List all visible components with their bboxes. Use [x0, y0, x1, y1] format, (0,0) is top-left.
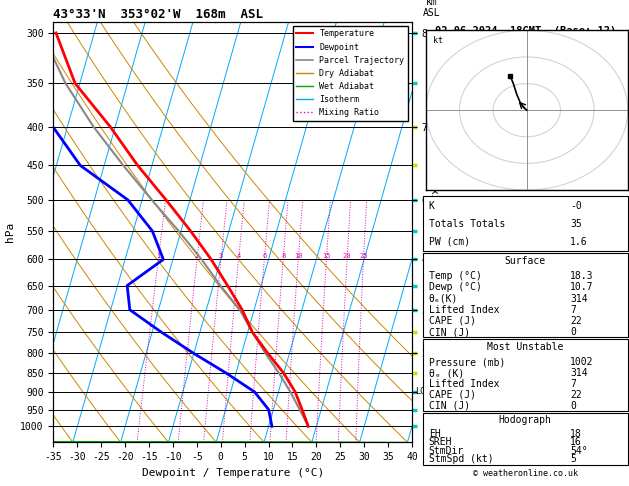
Text: 0: 0 — [571, 400, 576, 411]
Text: 8: 8 — [281, 253, 286, 260]
Y-axis label: Mixing Ratio (g/kg): Mixing Ratio (g/kg) — [429, 176, 438, 288]
Text: CIN (J): CIN (J) — [429, 400, 470, 411]
Text: CAPE (J): CAPE (J) — [429, 390, 476, 400]
Text: 10.7: 10.7 — [571, 282, 594, 293]
Text: 2: 2 — [195, 253, 199, 260]
Text: 1.6: 1.6 — [571, 237, 588, 247]
Bar — [423, 339, 628, 411]
Y-axis label: hPa: hPa — [4, 222, 14, 242]
Text: PW (cm): PW (cm) — [429, 237, 470, 247]
Text: 10: 10 — [294, 253, 303, 260]
Bar — [423, 253, 628, 337]
Text: 18: 18 — [571, 429, 582, 439]
Text: 4: 4 — [237, 253, 241, 260]
Text: K: K — [429, 201, 435, 210]
Text: CAPE (J): CAPE (J) — [429, 316, 476, 326]
Text: Totals Totals: Totals Totals — [429, 219, 505, 228]
Text: Lifted Index: Lifted Index — [429, 379, 499, 389]
Text: 20: 20 — [343, 253, 352, 260]
Text: Surface: Surface — [504, 256, 546, 266]
Text: 02.06.2024  18GMT  (Base: 12): 02.06.2024 18GMT (Base: 12) — [435, 26, 616, 36]
Text: Pressure (mb): Pressure (mb) — [429, 357, 505, 367]
Text: StmSpd (kt): StmSpd (kt) — [429, 454, 494, 464]
Text: 6: 6 — [262, 253, 267, 260]
Text: Lifted Index: Lifted Index — [429, 305, 499, 315]
Text: 54°: 54° — [571, 446, 588, 456]
X-axis label: Dewpoint / Temperature (°C): Dewpoint / Temperature (°C) — [142, 468, 324, 478]
Text: Hodograph: Hodograph — [499, 416, 552, 425]
Text: 25: 25 — [359, 253, 368, 260]
Text: 3: 3 — [219, 253, 223, 260]
Text: 18.3: 18.3 — [571, 271, 594, 281]
Text: StmDir: StmDir — [429, 446, 464, 456]
Legend: Temperature, Dewpoint, Parcel Trajectory, Dry Adiabat, Wet Adiabat, Isotherm, Mi: Temperature, Dewpoint, Parcel Trajectory… — [293, 26, 408, 121]
Text: 35: 35 — [571, 219, 582, 228]
Text: LCL: LCL — [416, 387, 431, 397]
Text: 22: 22 — [571, 316, 582, 326]
Text: 314: 314 — [571, 368, 588, 378]
Text: © weatheronline.co.uk: © weatheronline.co.uk — [473, 469, 577, 478]
Bar — [423, 413, 628, 466]
Text: 15: 15 — [322, 253, 331, 260]
Bar — [423, 196, 628, 251]
Text: -0: -0 — [571, 201, 582, 210]
Text: θₑ (K): θₑ (K) — [429, 368, 464, 378]
Text: 0: 0 — [571, 327, 576, 337]
Text: Temp (°C): Temp (°C) — [429, 271, 482, 281]
Text: 7: 7 — [571, 379, 576, 389]
Text: 314: 314 — [571, 294, 588, 304]
Text: θₑ(K): θₑ(K) — [429, 294, 458, 304]
Text: 1002: 1002 — [571, 357, 594, 367]
Text: EH: EH — [429, 429, 440, 439]
Text: CIN (J): CIN (J) — [429, 327, 470, 337]
Text: 1: 1 — [156, 253, 160, 260]
Text: SREH: SREH — [429, 437, 452, 447]
Text: km
ASL: km ASL — [423, 0, 440, 17]
Text: 5: 5 — [571, 454, 576, 464]
Text: 7: 7 — [571, 305, 576, 315]
Text: Most Unstable: Most Unstable — [487, 342, 564, 352]
Text: 16: 16 — [571, 437, 582, 447]
Text: 43°33'N  353°02'W  168m  ASL: 43°33'N 353°02'W 168m ASL — [53, 8, 264, 21]
Text: Dewp (°C): Dewp (°C) — [429, 282, 482, 293]
Text: 22: 22 — [571, 390, 582, 400]
Text: kt: kt — [433, 35, 443, 45]
